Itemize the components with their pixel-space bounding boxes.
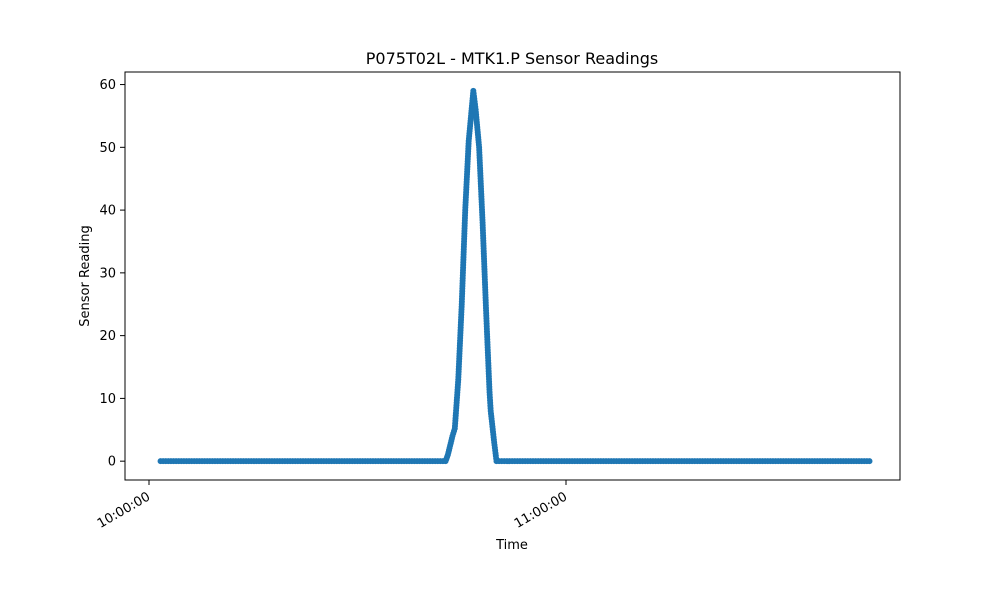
data-point (866, 458, 873, 465)
x-axis-label: Time (495, 538, 528, 553)
series-line (160, 90, 870, 462)
y-tick-label: 40 (99, 204, 116, 219)
y-tick-label: 10 (99, 392, 116, 407)
x-tick-label: 11:00:00 (512, 489, 570, 531)
series-layer (157, 87, 873, 465)
chart-title: P075T02L - MTK1.P Sensor Readings (366, 49, 658, 68)
y-tick-label: 60 (99, 78, 116, 93)
y-tick-label: 30 (99, 266, 116, 281)
plot-area-frame (124, 71, 901, 481)
y-tick-label: 0 (108, 455, 116, 470)
x-axis: 10:00:00 11:00:00 (95, 480, 570, 532)
x-tick-label: 10:00:00 (95, 489, 153, 531)
y-tick-label: 20 (99, 329, 116, 344)
y-tick-label: 50 (99, 141, 116, 156)
y-axis-label: Sensor Reading (78, 225, 93, 326)
y-axis: 0 10 20 30 40 50 60 (99, 78, 125, 470)
